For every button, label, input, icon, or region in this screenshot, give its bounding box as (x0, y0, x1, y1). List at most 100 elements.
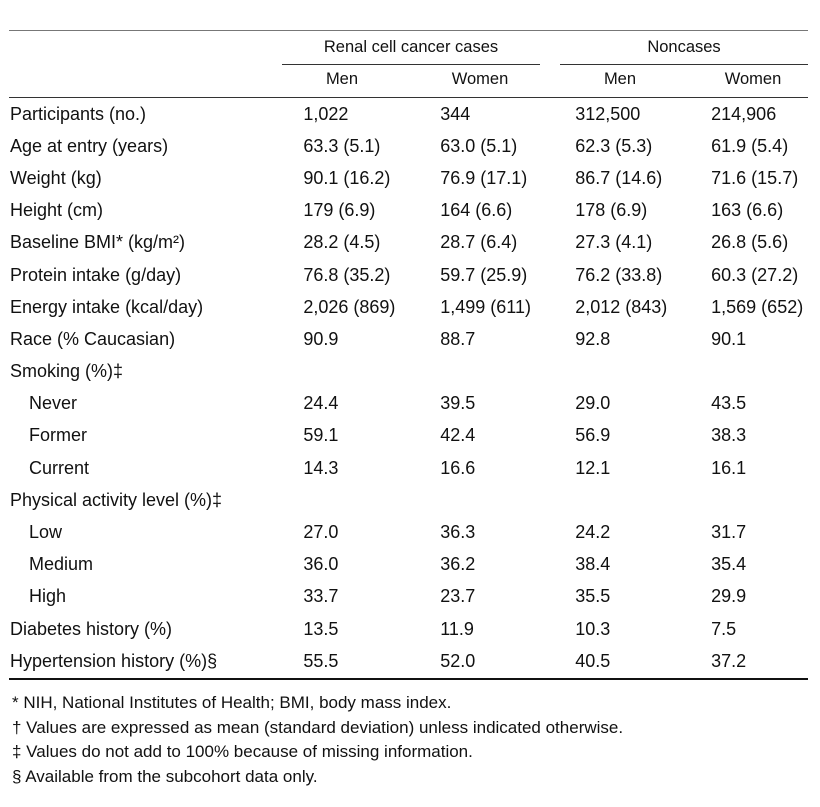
cell-value: 1,022 (303, 103, 349, 124)
table-row: Weight (kg) 90.1 (16.2) 76.9 (17.1) 86.7 (1… (10, 162, 820, 194)
subheader-cases-women: Women (451, 70, 509, 88)
row-label: Current (29, 457, 90, 478)
table-row: Medium 36.0 36.2 38.4 35.4 (10, 549, 820, 581)
row-label: Diabetes history (%) (10, 618, 173, 639)
cell-value: 24.4 (303, 393, 339, 414)
row-label: Hypertension history (%)§ (10, 650, 218, 671)
subheader-noncases-women: Women (724, 70, 782, 88)
row-label: Never (29, 393, 78, 414)
data-table: Participants (no.) 1,022 344 312,500 214,906… (10, 98, 820, 677)
cell-value: 56.9 (575, 425, 611, 446)
cell-value: 42.4 (440, 425, 476, 446)
cell-value (303, 356, 440, 388)
table-row: High 33.7 23.7 35.5 29.9 (10, 581, 820, 613)
spanner-rule-noncases (560, 64, 808, 65)
cell-value (440, 356, 575, 388)
row-label: Smoking (%)‡ (10, 361, 124, 382)
row-label: Protein intake (g/day) (10, 264, 182, 285)
row-label: Physical activity level (%)‡ (10, 489, 223, 510)
footnotes: * NIH, National Institutes of Health; BM… (12, 691, 623, 789)
cell-value: 35.5 (575, 586, 611, 607)
table-row: Former 59.1 42.4 56.9 38.3 (10, 420, 820, 452)
cell-value (575, 484, 711, 516)
cell-value: 164 (6.6) (440, 200, 513, 221)
cell-value: 1,499 (611) (440, 296, 531, 317)
subheader-noncases-men: Men (603, 70, 637, 88)
table-row: Energy intake (kcal/day) 2,026 (869) 1,499… (10, 291, 820, 323)
cell-value: 24.2 (575, 522, 611, 543)
cell-value: 344 (440, 103, 471, 124)
cell-value: 36.3 (440, 522, 476, 543)
cell-value: 23.7 (440, 586, 476, 607)
cell-value: 59.1 (303, 425, 339, 446)
row-label: Low (29, 522, 63, 543)
cell-value: 33.7 (303, 586, 339, 607)
cell-value: 43.5 (711, 393, 747, 414)
cell-value: 178 (6.9) (575, 200, 648, 221)
row-label: Age at entry (years) (10, 135, 169, 156)
cell-value: 60.3 (27.2) (711, 264, 799, 285)
table-row: Current 14.3 16.6 12.1 16.1 (10, 452, 820, 484)
row-label: Baseline BMI* (kg/m²) (10, 232, 186, 253)
cell-value: 2,026 (869) (303, 296, 396, 317)
table-row: Baseline BMI* (kg/m²) 28.2 (4.5) 28.7 (6.4… (10, 227, 820, 259)
cell-value: 31.7 (711, 522, 747, 543)
cell-value: 62.3 (5.3) (575, 135, 653, 156)
cell-value: 10.3 (575, 618, 611, 639)
cell-value: 28.2 (4.5) (303, 232, 381, 253)
table-row: Hypertension history (%)§ 55.5 52.0 40.5 37.… (10, 645, 820, 677)
cell-value (303, 484, 440, 516)
cell-value: 37.2 (711, 650, 747, 671)
group-header-cases: Renal cell cancer cases (323, 38, 499, 56)
cell-value: 38.3 (711, 425, 747, 446)
cell-value: 90.9 (303, 328, 339, 349)
cell-value: 86.7 (14.6) (575, 167, 663, 188)
table-row: Height (cm) 179 (6.9) 164 (6.6) 178 (6.9) 16… (10, 195, 820, 227)
cell-value: 2,012 (843) (575, 296, 668, 317)
row-label: Race (% Caucasian) (10, 328, 176, 349)
row-label: Height (cm) (10, 200, 104, 221)
row-label: Energy intake (kcal/day) (10, 296, 204, 317)
footnote: ‡ Values do not add to 100% because of m… (12, 742, 473, 761)
cell-value: 13.5 (303, 618, 339, 639)
cell-value: 63.0 (5.1) (440, 135, 518, 156)
row-label: Participants (no.) (10, 103, 147, 124)
cell-value: 179 (6.9) (303, 200, 376, 221)
cell-value: 26.8 (5.6) (711, 232, 789, 253)
row-label: Weight (kg) (10, 167, 102, 188)
cell-value: 63.3 (5.1) (303, 135, 381, 156)
cell-value: 61.9 (5.4) (711, 135, 789, 156)
table-row: Never 24.4 39.5 29.0 43.5 (10, 388, 820, 420)
header-rule (9, 97, 808, 98)
cell-value: 27.0 (303, 522, 339, 543)
cell-value (711, 484, 820, 516)
table-row: Race (% Caucasian) 90.9 88.7 92.8 90.1 (10, 323, 820, 355)
cell-value: 76.8 (35.2) (303, 264, 391, 285)
cell-value: 35.4 (711, 554, 747, 575)
cell-value: 39.5 (440, 393, 476, 414)
cell-value: 76.9 (17.1) (440, 167, 528, 188)
table-row: Participants (no.) 1,022 344 312,500 214,906 (10, 98, 820, 130)
cell-value: 16.1 (711, 457, 747, 478)
row-label: Former (29, 425, 87, 446)
cell-value: 29.0 (575, 393, 611, 414)
cell-value (575, 356, 711, 388)
cell-value: 7.5 (711, 618, 737, 639)
cell-value (711, 356, 820, 388)
footnote: § Available from the subcohort data only… (12, 766, 318, 786)
cell-value (440, 484, 575, 516)
cell-value: 312,500 (575, 103, 641, 124)
cell-value: 90.1 (16.2) (303, 167, 391, 188)
cell-value: 16.6 (440, 457, 476, 478)
top-rule (9, 30, 808, 31)
cell-value: 27.3 (4.1) (575, 232, 653, 253)
row-label: High (29, 586, 67, 607)
table-row: Smoking (%)‡ (10, 356, 820, 388)
cell-value: 28.7 (6.4) (440, 232, 518, 253)
table-row: Low 27.0 36.3 24.2 31.7 (10, 516, 820, 548)
table-body: Participants (no.) 1,022 344 312,500 214,906… (10, 98, 820, 677)
cell-value: 163 (6.6) (711, 200, 784, 221)
cell-value: 36.2 (440, 554, 476, 575)
cell-value: 76.2 (33.8) (575, 264, 663, 285)
spanner-rule-cases (282, 64, 540, 65)
